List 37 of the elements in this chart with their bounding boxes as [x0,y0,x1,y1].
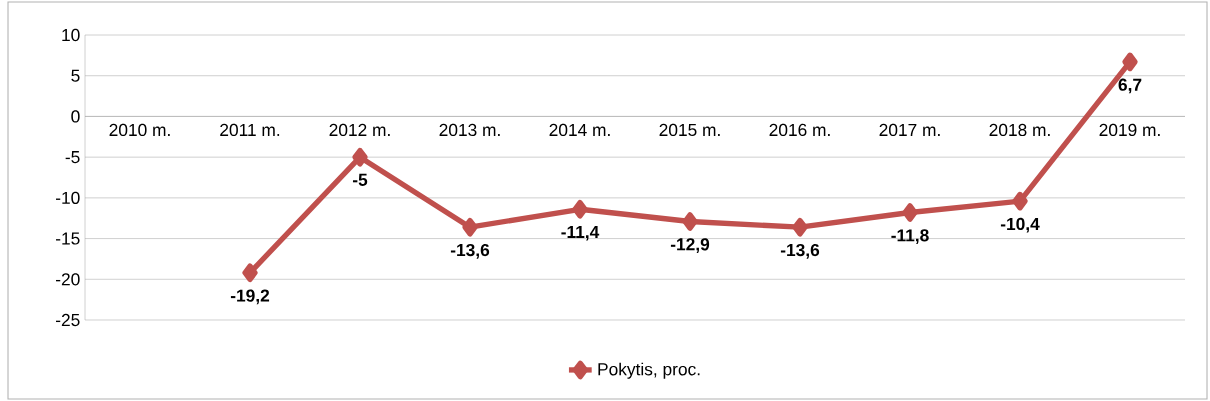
x-tick-label: 2011 m. [220,123,280,137]
x-tick-label: 2012 m. [329,123,390,137]
y-tick-label: 5 [71,69,80,82]
point [1012,191,1028,211]
data-label: -13,6 [780,243,820,259]
point [462,217,478,237]
y-tick-label: -5 [65,151,80,164]
x-tick-label: 2016 m. [769,123,830,137]
y-tick-label: -25 [56,313,80,327]
point [1122,52,1138,72]
y-tick-label: 10 [62,28,80,42]
y-tick-label: -20 [56,273,80,286]
data-label: -13,6 [450,243,490,259]
data-label: 6,7 [1118,78,1142,94]
data-label: -11,8 [891,229,929,245]
x-tick-label: 2010 m. [109,123,170,137]
data-label: -19,2 [230,289,270,305]
point [682,212,698,231]
point [792,217,808,237]
x-tick-label: 2015 m. [659,123,720,137]
legend-label: Pokytis, proc. [598,362,700,379]
y-tick-label: -10 [56,191,80,204]
point [902,203,918,222]
point [572,199,588,219]
data-label: -11,4 [561,225,600,241]
x-tick-label: 2017 m. [879,123,940,137]
x-tick-label: 2019 m. [1099,123,1160,137]
x-tick-label: 2014 m. [549,123,610,137]
data-label: -5 [352,173,368,186]
point [352,147,368,167]
y-tick-label: -15 [56,232,80,245]
x-tick-label: 2018 m. [989,123,1050,137]
data-label: -12,9 [670,238,710,253]
data-label: -10,4 [1000,217,1040,233]
point [242,263,258,283]
y-tick-label: 0 [71,110,80,123]
x-tick-label: 2013 m. [439,123,500,137]
